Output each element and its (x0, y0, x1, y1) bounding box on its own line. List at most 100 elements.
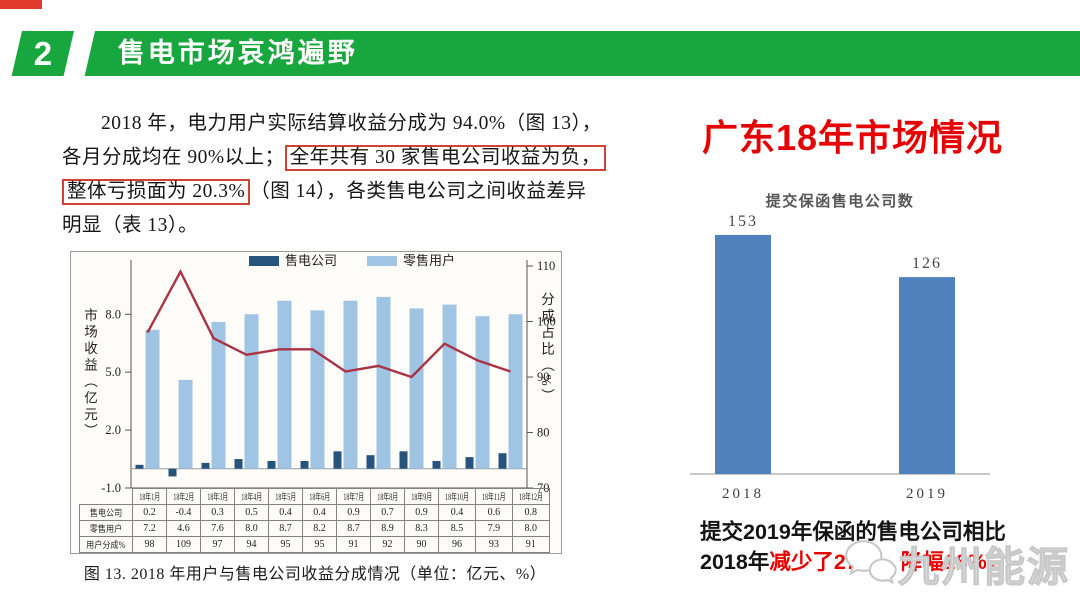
row-label: 售电公司 (79, 504, 133, 521)
value-cell: 0.4 (268, 504, 303, 521)
value-cell: 95 (302, 536, 337, 553)
highlight-box-negative-companies: 全年共有 30 家售电公司收益为负， (284, 145, 606, 171)
legend-swatch-零售用户 (367, 256, 397, 266)
bar-retail-18年2月 (178, 379, 193, 469)
month-header: 18年10月 (437, 488, 477, 505)
row-label: 零售用户 (79, 520, 133, 537)
row-label-text: 售电公司 (89, 508, 123, 518)
bar-seller-18年2月 (168, 468, 177, 477)
value-cell: 0.4 (302, 504, 337, 521)
month-header-text: 18年8月 (377, 492, 398, 502)
month-header-text: 18年2月 (173, 492, 194, 502)
bar-retail-18年1月 (145, 329, 160, 469)
value-cell: 8.0 (234, 520, 269, 537)
bar-2019 (899, 277, 955, 474)
bar-seller-18年3月 (201, 462, 210, 469)
value-cell: 91 (336, 536, 371, 553)
value-cell: 93 (475, 536, 513, 553)
value-cell: 8.2 (302, 520, 337, 537)
legend-label-售电公司: 售电公司 (285, 253, 337, 268)
value-cell: 8.7 (268, 520, 303, 537)
report-excerpt: 2018 年，电力用户实际结算收益分成为 94.0%（图 13）， 各月分成均在… (62, 108, 606, 244)
bar-seller-18年6月 (300, 460, 309, 469)
value-cell: 8.0 (511, 520, 550, 537)
month-header-text: 18年6月 (309, 492, 330, 502)
right-tick-label: 100 (537, 315, 556, 329)
watermark-text: 九州能源 (897, 543, 1070, 590)
bar-retail-18年5月 (277, 300, 292, 469)
left-axis-title: 市场收益（亿元） (82, 308, 97, 440)
bar-retail-18年9月 (409, 308, 424, 469)
month-header: 18年2月 (166, 488, 201, 505)
x-tick-2019: 2019 (906, 486, 948, 502)
value-cell: 98 (132, 536, 167, 553)
bar-seller-18年4月 (234, 459, 243, 469)
value-cell: 0.3 (200, 504, 235, 521)
month-header-text: 18年3月 (207, 492, 228, 502)
month-header: 18年8月 (370, 488, 405, 505)
bar-retail-18年11月 (475, 316, 490, 469)
value-cell: 0.8 (511, 504, 550, 521)
bar-seller-18年7月 (333, 451, 342, 469)
right-tick-label: 110 (537, 259, 555, 273)
value-cell: -0.4 (166, 504, 201, 521)
section-number: 2 (33, 34, 52, 72)
excerpt-text-3: （图 14），各类售电公司之间收益差异 (250, 181, 587, 202)
bar-seller-18年10月 (432, 460, 441, 469)
month-header: 18年4月 (234, 488, 269, 505)
row-label-text: 零售用户 (89, 524, 123, 534)
left-tick-label: -1.0 (101, 481, 121, 495)
month-header: 18年12月 (511, 488, 550, 505)
month-header-text: 18年11月 (482, 492, 506, 502)
value-cell: 4.6 (166, 520, 201, 537)
value-cell: 96 (437, 536, 477, 553)
excerpt-text-2: 各月分成均在 90%以上； (62, 147, 285, 168)
value-cell: 7.9 (475, 520, 513, 537)
value-cell: 0.5 (234, 504, 269, 521)
table-header-row: 18年1月 18年2月 18年3月 18年4月 18年5月 18年6月 18年7月 18年8月… (80, 488, 550, 505)
right-axis-title: 分成占比（%） (539, 292, 554, 406)
table-row-零售用户: 零售用户 7.2 4.6 7.6 8.0 8.7 8.2 8.7 8.9 8.3 8.5 7.9 8.0 (79, 520, 550, 537)
bar-seller-18年12月 (498, 453, 507, 469)
note-line-1: 提交2019年保函的售电公司相比 (700, 517, 1070, 547)
value-cell: 94 (234, 536, 269, 553)
watermark: 九州能源 (840, 533, 1070, 593)
legend-swatch-售电公司 (249, 256, 279, 266)
value-cell: 95 (268, 536, 303, 553)
value-cell: 7.2 (132, 520, 167, 537)
bar-retail-18年10月 (442, 304, 457, 469)
excerpt-line-2: 各月分成均在 90%以上； 全年共有 30 家售电公司收益为负， (62, 142, 606, 176)
excerpt-line-4: 明显（表 13）。 (62, 210, 554, 244)
slide-title: 售电市场哀鸿遍野 (117, 38, 358, 68)
value-cell: 91 (511, 536, 550, 553)
value-cell: 90 (404, 536, 439, 553)
bar-seller-18年9月 (399, 451, 408, 469)
bar-value-2019: 126 (912, 255, 942, 272)
corner-red-mark (0, 0, 42, 9)
left-tick-label: 5.0 (105, 365, 121, 379)
bar-retail-18年6月 (310, 310, 325, 469)
left-tick-label: 2.0 (105, 423, 121, 437)
bar-retail-18年7月 (343, 300, 358, 469)
bar-seller-18年5月 (267, 460, 276, 469)
figure-13-caption: 图 13. 2018 年用户与售电公司收益分成情况（单位：亿元、%） (83, 566, 547, 583)
legend-label-零售用户: 零售用户 (403, 253, 455, 268)
value-cell: 0.9 (336, 504, 371, 521)
bar-seller-18年8月 (366, 455, 375, 469)
month-header: 18年5月 (268, 488, 303, 505)
excerpt-text-1: 2018 年，电力用户实际结算收益分成为 94.0%（图 13）， (101, 113, 602, 134)
month-header-text: 18年10月 (445, 492, 469, 502)
excerpt-line-1: 2018 年，电力用户实际结算收益分成为 94.0%（图 13）， (62, 108, 601, 142)
line-user-share (146, 268, 511, 379)
month-header: 18年3月 (200, 488, 235, 505)
month-header: 18年11月 (475, 488, 513, 505)
bar-retail-18年12月 (508, 314, 523, 469)
note-text-1: 提交2019年保函的售电公司相比 (700, 520, 1006, 544)
row-label: 用户分成% (79, 536, 133, 553)
value-cell: 0.2 (132, 504, 167, 521)
table-row-用户分成%: 用户分成% 98 109 97 94 95 95 91 92 90 96 93 91 (79, 536, 550, 553)
section-number-badge: 2 (11, 31, 74, 76)
left-tick-label: 8.0 (105, 307, 121, 321)
note-text-2-black: 2018年 (700, 550, 770, 574)
value-cell: 109 (166, 536, 201, 553)
